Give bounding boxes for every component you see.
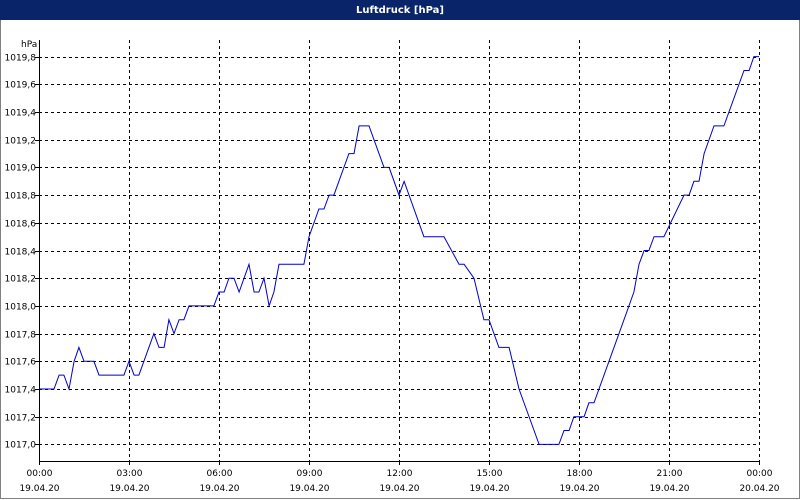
grid xyxy=(35,40,760,465)
x-tick-time-label: 09:00 xyxy=(297,469,323,479)
series-line xyxy=(39,56,759,445)
y-axis-unit-label: hPa xyxy=(21,40,37,50)
x-tick-time-label: 06:00 xyxy=(207,469,233,479)
y-tick-label: 1019,6 xyxy=(5,81,37,91)
x-tick-date-label: 19.04.20 xyxy=(649,484,689,494)
x-tick-time-label: 21:00 xyxy=(657,469,683,479)
y-tick-label: 1019,4 xyxy=(5,109,37,119)
y-tick-label: 1018,6 xyxy=(5,220,37,230)
chart-title: Luftdruck [hPa] xyxy=(356,4,444,16)
y-tick-label: 1018,2 xyxy=(5,275,37,285)
x-tick-time-label: 00:00 xyxy=(747,469,773,479)
y-tick-label: 1018,0 xyxy=(5,303,37,313)
y-tick-label: 1017,4 xyxy=(5,386,37,396)
x-tick-date-label: 19.04.20 xyxy=(379,484,419,494)
x-tick-time-label: 18:00 xyxy=(567,469,593,479)
y-tick-label: 1017,2 xyxy=(5,414,37,424)
y-tick-label: 1019,2 xyxy=(5,137,37,147)
y-tick-label: 1017,0 xyxy=(5,441,37,451)
x-tick-time-label: 00:00 xyxy=(27,469,53,479)
x-tick-labels: 00:00 19.04.20 03:00 19.04.20 06:00 19.04.20 0… xyxy=(19,469,779,494)
x-tick-date-label: 19.04.20 xyxy=(289,484,329,494)
y-tick-label: 1018,4 xyxy=(5,248,37,258)
chart-title-bar: Luftdruck [hPa] xyxy=(0,0,800,20)
y-tick-label: 1019,0 xyxy=(5,164,37,174)
y-tick-label: 1019,8 xyxy=(5,54,37,64)
y-tick-label: 1018,8 xyxy=(5,192,37,202)
x-tick-date-label: 20.04.20 xyxy=(739,484,779,494)
x-tick-time-label: 03:00 xyxy=(117,469,143,479)
y-tick-label: 1017,8 xyxy=(5,331,37,341)
y-tick-labels: 1017,0 1017,2 1017,4 1017,6 1017,8 1018,0 1018… xyxy=(5,54,37,451)
x-tick-date-label: 19.04.20 xyxy=(199,484,239,494)
x-tick-date-label: 19.04.20 xyxy=(19,484,59,494)
x-tick-time-label: 12:00 xyxy=(387,469,413,479)
x-tick-date-label: 19.04.20 xyxy=(559,484,599,494)
y-tick-label: 1017,6 xyxy=(5,358,37,368)
x-tick-date-label: 19.04.20 xyxy=(469,484,509,494)
x-tick-date-label: 19.04.20 xyxy=(109,484,149,494)
x-tick-time-label: 15:00 xyxy=(477,469,503,479)
